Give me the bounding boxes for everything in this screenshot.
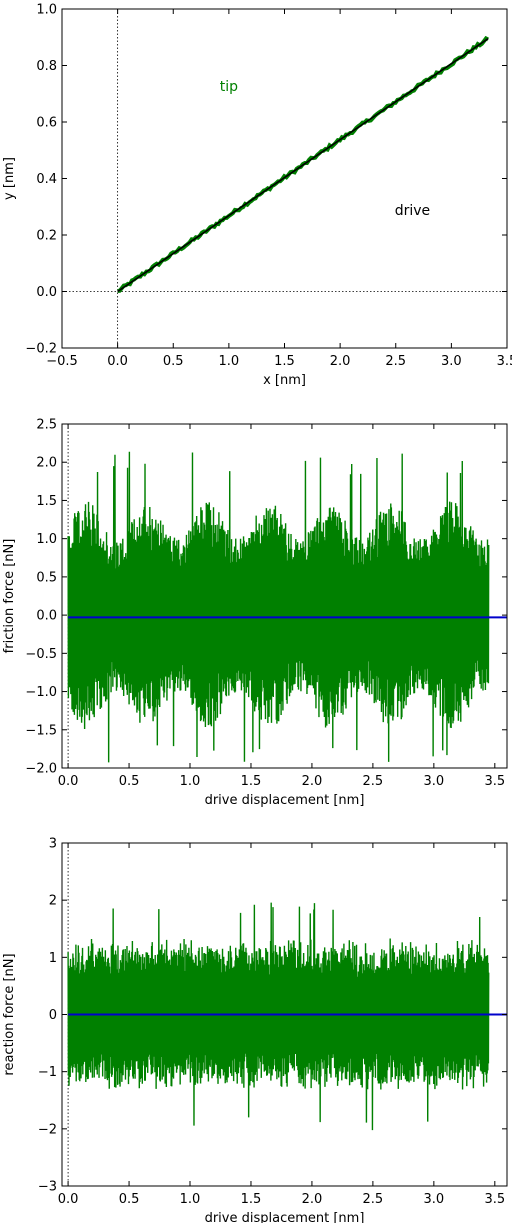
chart-friction: 0.0 0.5 1.0 1.5 2.0 2.5 3.0 3.5 −2.0 −1.5 −1.0 −0.5… — [2, 418, 508, 808]
y-tick-label: 0.6 — [36, 116, 57, 131]
series-0 — [117, 35, 489, 293]
y-tick-label: 0.0 — [36, 609, 57, 624]
x-tick-label: 2.0 — [302, 774, 323, 789]
y-tick-label: 0.4 — [36, 172, 57, 187]
x-tick-label: 3.0 — [441, 354, 462, 369]
plot-area — [67, 424, 507, 768]
x-tick-label: 0.5 — [163, 354, 184, 369]
x-tick-label: 1.5 — [241, 774, 262, 789]
y-tick-label: 0.8 — [36, 59, 57, 74]
y-tick-label: −1.5 — [25, 723, 57, 738]
series-1 — [117, 37, 489, 293]
x-tick-label: 0.0 — [107, 354, 128, 369]
y-tick-label: 0.5 — [36, 570, 57, 585]
series-0 — [67, 902, 490, 1131]
x-tick-label: 3.0 — [424, 1192, 445, 1207]
chart-trajectory: −0.5 0.0 0.5 1.0 1.5 2.0 2.5 3.0 3.5 −0.2 0.0 0.2 0.… — [2, 3, 512, 389]
x-tick-label: −0.5 — [46, 354, 78, 369]
y-axis-label: friction force [nN] — [2, 539, 17, 654]
y-tick-label: −1.0 — [25, 685, 57, 700]
y-tick-label: 2.5 — [36, 418, 57, 433]
x-axis-label: drive displacement [nm] — [205, 1211, 365, 1223]
x-tick-label: 3.5 — [484, 1192, 505, 1207]
y-tick-label: 1.0 — [36, 3, 57, 18]
x-tick-label: 2.0 — [330, 354, 351, 369]
x-axis-label: x [nm] — [263, 373, 306, 388]
x-tick-label: 3.5 — [484, 774, 505, 789]
plot-area — [67, 843, 507, 1186]
y-tick-label: 1.0 — [36, 532, 57, 547]
x-tick-label: 1.5 — [274, 354, 295, 369]
y-tick-label: 3 — [49, 837, 57, 852]
y-tick-label: −3 — [38, 1180, 57, 1195]
x-axis-label: drive displacement [nm] — [205, 793, 365, 808]
y-tick-label: 0.0 — [36, 285, 57, 300]
x-tick-label: 1.0 — [180, 774, 201, 789]
x-tick-label: 2.5 — [363, 774, 384, 789]
x-tick-label: 2.5 — [385, 354, 406, 369]
x-tick-label: 0.5 — [119, 1192, 140, 1207]
x-tick-label: 1.5 — [241, 1192, 262, 1207]
x-tick-label: 1.0 — [180, 1192, 201, 1207]
y-tick-label: 2.0 — [36, 456, 57, 471]
x-tick-label: 2.0 — [302, 1192, 323, 1207]
y-tick-label: −2 — [38, 1122, 57, 1137]
y-tick-label: −1 — [38, 1065, 57, 1080]
x-tick-label: 3.0 — [424, 774, 445, 789]
y-axis-label: reaction force [nN] — [2, 953, 17, 1075]
annotation-drive: drive — [395, 203, 430, 219]
x-tick-label: 0.0 — [58, 1192, 79, 1207]
plot-area — [62, 9, 507, 348]
x-tick-label: 0.0 — [58, 774, 79, 789]
series-0 — [67, 451, 490, 763]
y-tick-label: 1 — [49, 951, 57, 966]
x-tick-label: 3.5 — [497, 354, 512, 369]
x-tick-label: 1.0 — [219, 354, 240, 369]
y-axis-label: y [nm] — [2, 157, 17, 200]
x-tick-label: 2.5 — [363, 1192, 384, 1207]
x-tick-label: 0.5 — [119, 774, 140, 789]
y-tick-label: −2.0 — [25, 762, 57, 777]
chart-reaction: 0.0 0.5 1.0 1.5 2.0 2.5 3.0 3.5 −3 −2 −1 0 1 2 3 drive … — [2, 837, 508, 1223]
y-tick-label: 0 — [49, 1008, 57, 1023]
y-tick-label: 0.2 — [36, 229, 57, 244]
y-tick-label: −0.5 — [25, 647, 57, 662]
axes-frame — [61, 423, 508, 769]
y-tick-label: −0.2 — [25, 342, 57, 357]
y-tick-label: 2 — [49, 894, 57, 909]
y-tick-label: 1.5 — [36, 494, 57, 509]
annotation-tip: tip — [220, 79, 238, 95]
